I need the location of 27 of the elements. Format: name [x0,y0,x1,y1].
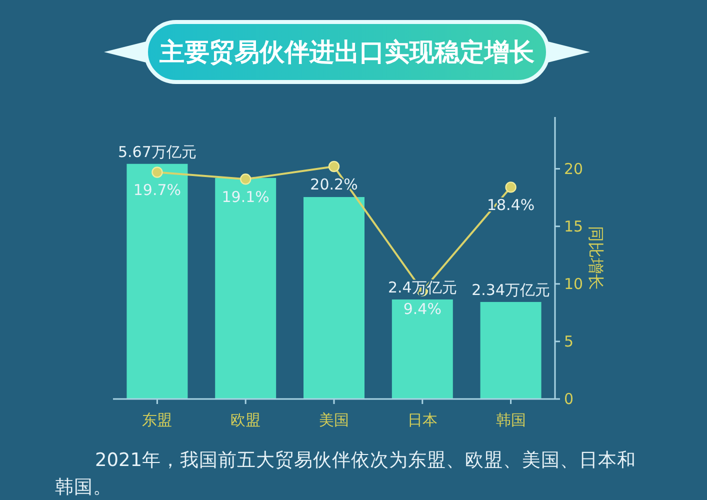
point [328,160,340,172]
bar [304,197,364,399]
chart-title: 主要贸易伙伴进出口实现稳定增长 [158,38,534,66]
y2-tick-label: 20 [564,160,584,178]
y2-axis-title: 同比增长 [586,226,606,290]
y2-tick-label: 10 [564,274,584,293]
x-tick-label: 欧盟 [230,411,261,429]
point [505,182,516,193]
x-tick-label: 美国 [319,411,349,429]
bar [215,178,276,399]
y2-tick-label: 5 [564,332,574,350]
bar [480,302,542,399]
x-tick-label: 东盟 [142,411,172,429]
data-label: 2.34万亿元 [472,280,550,299]
text: 2021年，我国前五大贸易伙伴依次为东盟、欧盟、美国、日本和韩国。 [55,449,638,500]
data-label: 5.67万亿元 [118,142,196,161]
bar [392,299,453,399]
bar [126,164,188,399]
data-label: 19.7% [133,181,182,200]
data-label: 19.1% [222,188,270,206]
point [240,174,252,185]
y2-tick-label: 0 [564,390,574,408]
y2-tick-label: 15 [564,217,584,236]
point [152,166,163,178]
data-label: 9.4% [403,300,442,318]
x-tick-label: 韩国 [496,411,526,429]
x-tick-label: 日本 [407,411,438,429]
